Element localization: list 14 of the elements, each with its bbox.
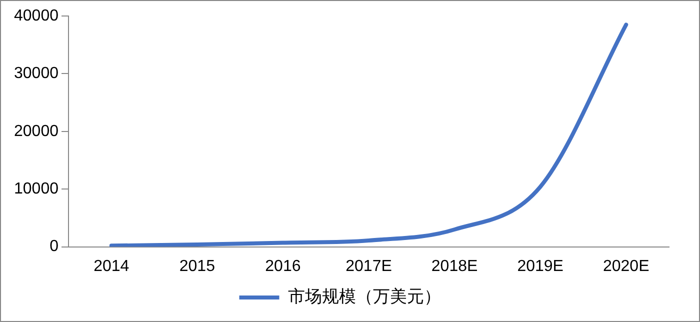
x-tick-label: 2014 [94,258,130,275]
x-tick-label: 2020E [602,258,650,275]
y-tick-label: 10000 [14,180,59,198]
y-tick-label: 20000 [14,122,59,140]
legend-label: 市场规模（万美元） [288,287,441,306]
line-series [109,22,628,247]
x-tick-label: 2015 [179,258,216,275]
x-tick-label: 2017E [346,258,392,275]
y-tick-label: 40000 [14,7,59,24]
x-tick-label: 2019E [517,258,564,275]
x-tick-label: 2018E [431,258,478,275]
y-tick-label: 30000 [14,65,59,82]
x-tick-label: 2016 [265,258,301,275]
y-tick-label: 0 [50,238,59,256]
